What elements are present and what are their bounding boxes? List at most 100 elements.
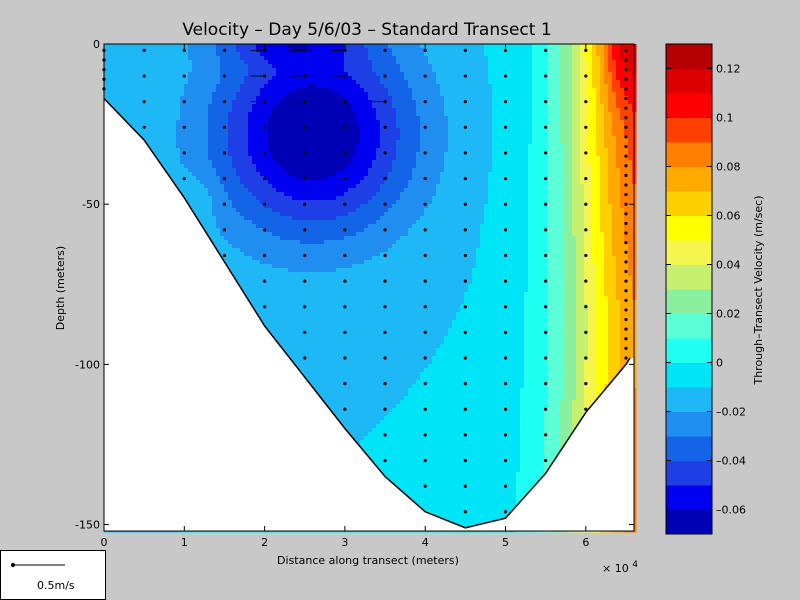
contour-cell (212, 196, 217, 201)
contour-cell (240, 276, 245, 281)
contour-cell (160, 64, 165, 69)
contour-cell (196, 212, 201, 217)
contour-cell (108, 76, 113, 81)
contour-cell (264, 200, 269, 205)
contour-cell (192, 160, 197, 165)
contour-cell (220, 192, 225, 197)
contour-cell (108, 56, 113, 61)
contour-cell (196, 132, 201, 137)
contour-cell (232, 212, 237, 217)
contour-cell (264, 284, 269, 289)
contour-cell (264, 268, 269, 273)
contour-cell (188, 48, 193, 53)
contour-cell (236, 180, 241, 185)
contour-cell (148, 144, 153, 149)
contour-cell (216, 48, 221, 53)
contour-cell (184, 180, 189, 185)
contour-cell (196, 56, 201, 61)
contour-cell (216, 64, 221, 69)
contour-cell (192, 148, 197, 153)
contour-cell (168, 92, 173, 97)
contour-cell (144, 44, 149, 49)
contour-cell (220, 132, 225, 137)
contour-cell (204, 188, 209, 193)
contour-cell (172, 124, 177, 129)
contour-cell (156, 120, 161, 125)
contour-cell (176, 168, 181, 173)
contour-cell (152, 112, 157, 117)
contour-cell (264, 168, 269, 173)
contour-cell (160, 104, 165, 109)
contour-cell (148, 80, 153, 85)
contour-cell (168, 80, 173, 85)
contour-cell (248, 236, 253, 241)
contour-cell (248, 92, 253, 97)
contour-cell (256, 224, 261, 229)
contour-cell (248, 272, 253, 277)
contour-cell (196, 192, 201, 197)
contour-cell (172, 60, 177, 65)
contour-cell (180, 180, 185, 185)
contour-cell (132, 80, 137, 85)
contour-cell (196, 168, 201, 173)
contour-cell (248, 220, 253, 225)
contour-cell (260, 192, 265, 197)
contour-cell (220, 100, 225, 105)
contour-cell (188, 160, 193, 165)
contour-cell (224, 176, 229, 181)
contour-cell (212, 224, 217, 229)
contour-cell (208, 188, 213, 193)
contour-cell (168, 120, 173, 125)
contour-cell (212, 180, 217, 185)
contour-cell (220, 232, 225, 237)
contour-cell (244, 128, 249, 133)
contour-cell (264, 192, 269, 197)
contour-cell (212, 184, 217, 189)
contour-cell (264, 92, 269, 97)
contour-cell (256, 164, 261, 169)
contour-cell (248, 268, 253, 273)
contour-cell (112, 56, 117, 61)
contour-cell (236, 124, 241, 129)
contour-cell (180, 76, 185, 81)
contour-cell (152, 120, 157, 125)
contour-cell (244, 280, 249, 285)
contour-cell (228, 128, 233, 133)
contour-cell (240, 176, 245, 181)
contour-cell (264, 256, 269, 261)
contour-cell (172, 100, 177, 105)
contour-cell (204, 84, 209, 89)
contour-cell (236, 76, 241, 81)
contour-cell (252, 168, 257, 173)
contour-cell (188, 200, 193, 205)
contour-cell (184, 148, 189, 153)
contour-cell (256, 96, 261, 101)
contour-cell (244, 44, 249, 49)
contour-cell (252, 180, 257, 185)
contour-cell (180, 104, 185, 109)
contour-cell (216, 244, 221, 249)
contour-cell (136, 100, 141, 105)
contour-cell (124, 80, 129, 85)
contour-cell (168, 124, 173, 129)
contour-cell (236, 96, 241, 101)
contour-cell (232, 76, 237, 81)
contour-cell (196, 92, 201, 97)
contour-cell (220, 140, 225, 145)
contour-cell (220, 196, 225, 201)
contour-cell (172, 116, 177, 121)
contour-cell (256, 92, 261, 97)
contour-cell (260, 100, 265, 105)
contour-cell (120, 96, 125, 101)
contour-cell (260, 136, 265, 141)
contour-cell (252, 124, 257, 129)
contour-cell (252, 228, 257, 233)
contour-cell (120, 44, 125, 49)
contour-cell (120, 84, 125, 89)
contour-cell (260, 216, 265, 221)
contour-cell (248, 200, 253, 205)
contour-cell (196, 76, 201, 81)
contour-cell (252, 60, 257, 65)
contour-cell (236, 268, 241, 273)
contour-cell (252, 140, 257, 145)
